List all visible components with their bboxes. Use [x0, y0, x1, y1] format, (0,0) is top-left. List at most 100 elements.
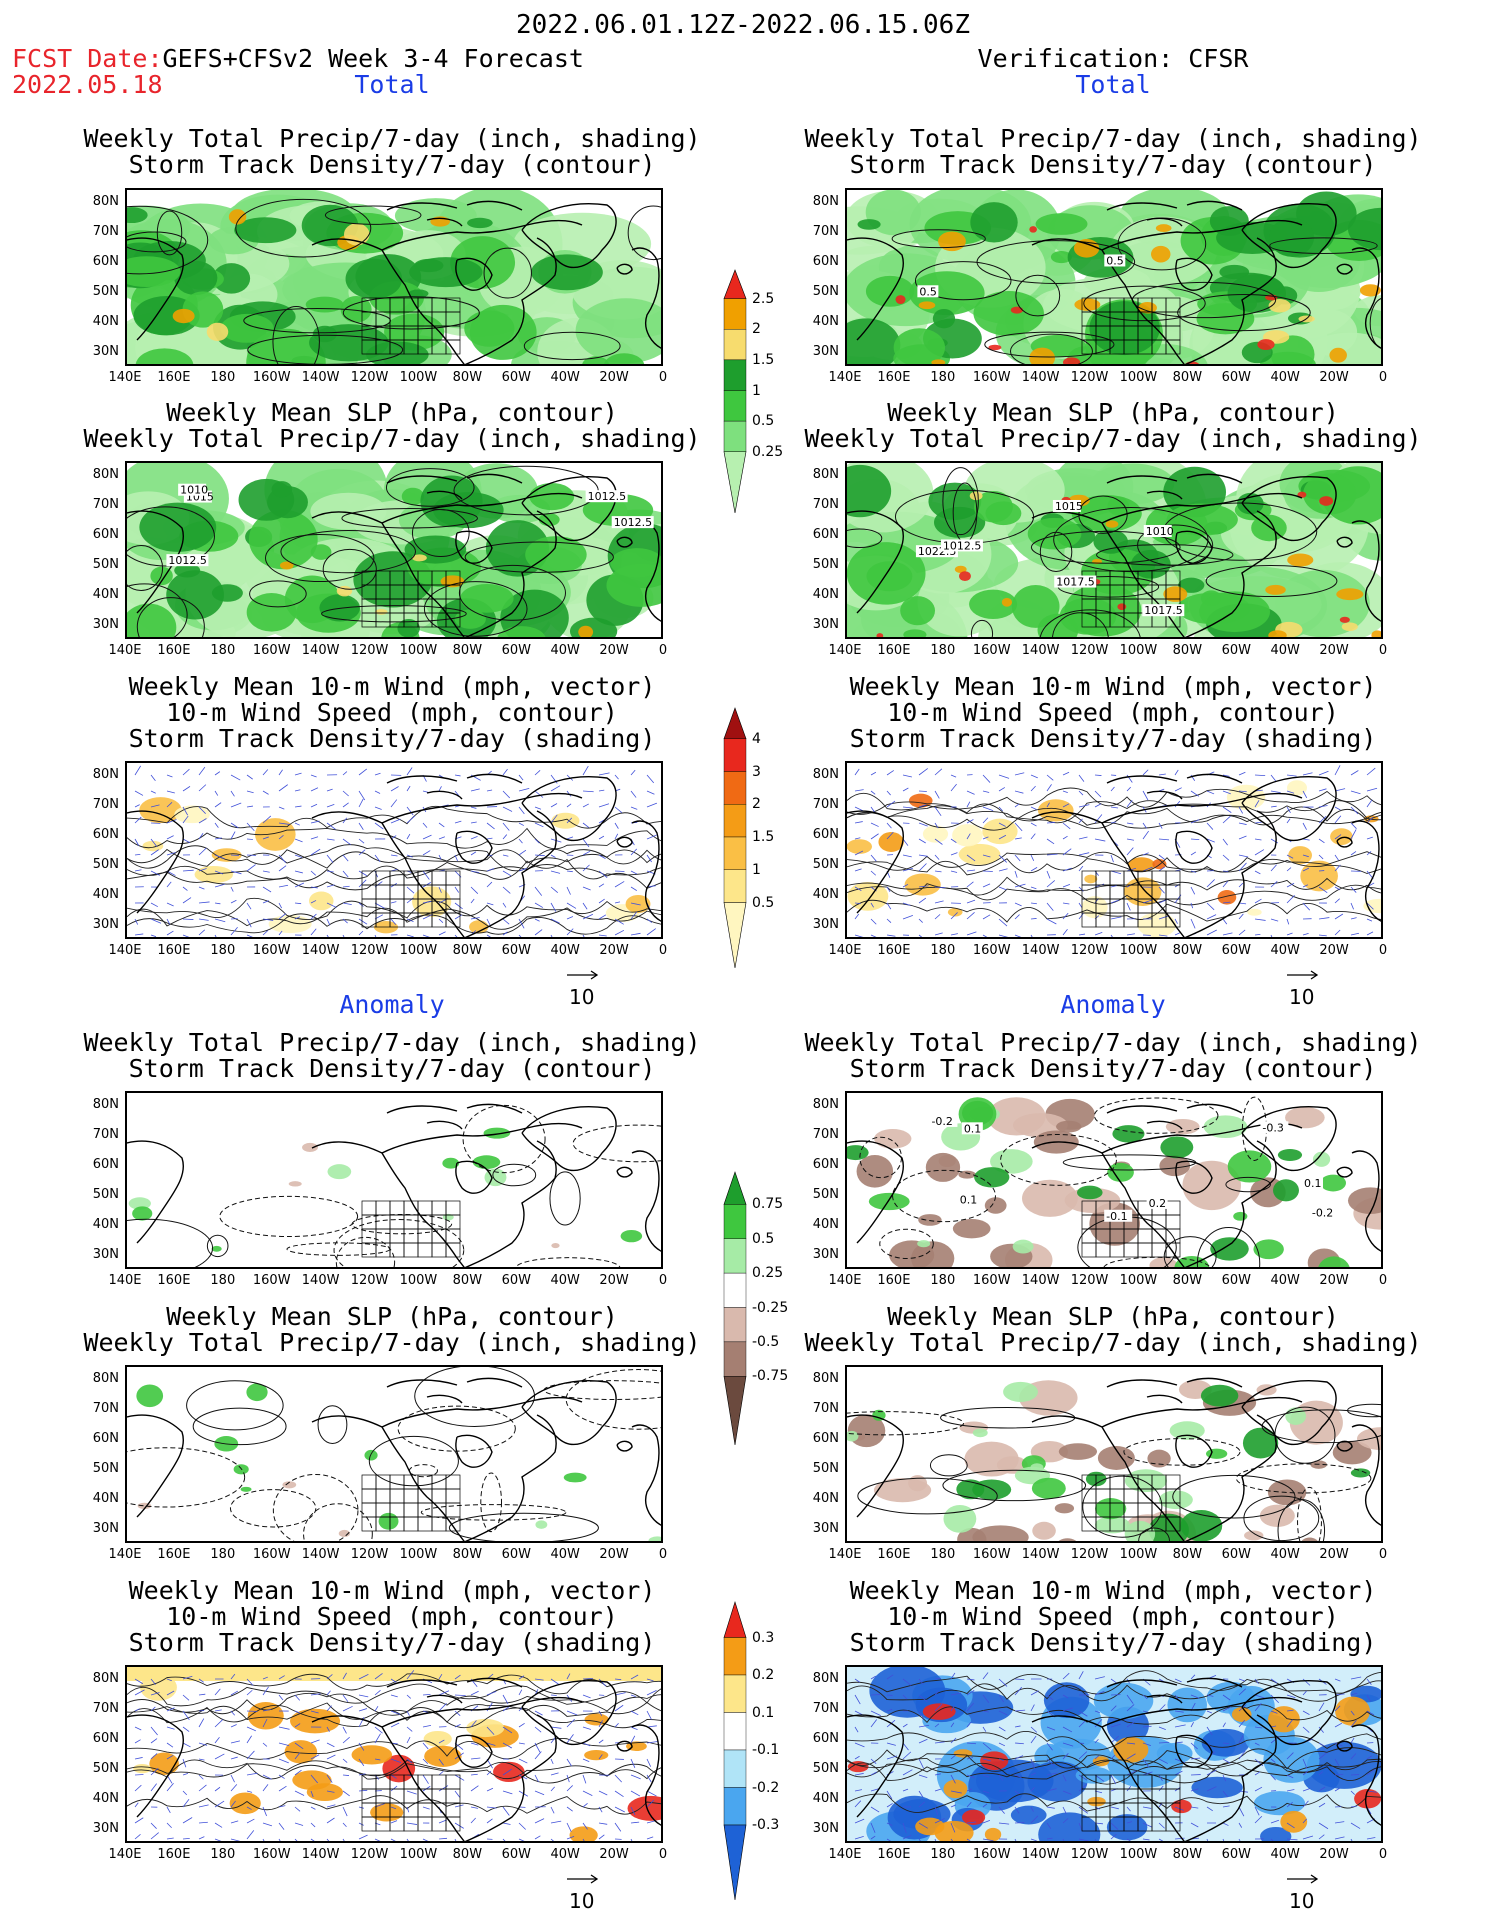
lat-tick-label: 70N [812, 1127, 839, 1142]
lon-tick-label: 180 [930, 1273, 956, 1288]
lat-tick-label: 50N [92, 1461, 119, 1476]
lon-tick-label: 120W [350, 1547, 389, 1562]
panel-title-line: Weekly Mean SLP (hPa, contour) [887, 398, 1339, 427]
fcst-model: GEFS+CFSv2 Week 3-4 Forecast [162, 44, 584, 73]
lon-tick-label: 160W [972, 1273, 1011, 1288]
lat-tick-label: 80N [92, 467, 119, 482]
lat-tick-label: 30N [92, 917, 119, 932]
lon-tick-label: 160W [252, 370, 291, 385]
lat-tick-label: 70N [92, 224, 119, 239]
panel-title-line: Weekly Mean SLP (hPa, contour) [166, 398, 618, 427]
lat-tick-label: 30N [92, 617, 119, 632]
lon-tick-label: 0 [1378, 370, 1388, 385]
map-total-wind-fcst [125, 761, 663, 939]
lat-tick-label: 30N [812, 1821, 839, 1836]
panel-title-line: Storm Track Density/7-day (shading) [849, 1628, 1377, 1657]
lat-tick-label: 30N [812, 617, 839, 632]
lon-tick-label: 40W [550, 1547, 580, 1562]
panel-title-line: Storm Track Density/7-day (shading) [128, 1628, 656, 1657]
vector-reference: 10 [1285, 1865, 1321, 1913]
lon-tick-label: 80W [452, 1273, 483, 1288]
lon-tick-label: 140E [108, 370, 142, 385]
contour-label: 1012.5 [943, 539, 982, 552]
lon-tick-label: 60W [1221, 943, 1251, 958]
lat-tick-label: 80N [812, 467, 839, 482]
lon-tick-label: 120W [1070, 943, 1109, 958]
map-anomaly-slp-fcst [125, 1365, 663, 1543]
lat-tick-label: 30N [812, 1247, 839, 1262]
panel-title: Weekly Total Precip/7-day (inch, shading… [804, 1030, 1421, 1082]
lon-tick-label: 60W [1221, 1273, 1251, 1288]
lon-tick-label: 20W [599, 1547, 629, 1562]
lat-tick-label: 30N [92, 1521, 119, 1536]
panel-title-line: Weekly Total Precip/7-day (inch, shading… [804, 1328, 1422, 1357]
lon-tick-label: 20W [1319, 1273, 1349, 1288]
lat-tick-label: 50N [812, 284, 839, 299]
lon-tick-label: 80W [1172, 1547, 1203, 1562]
lon-tick-label: 100W [399, 1847, 438, 1862]
lon-tick-label: 40W [550, 1273, 580, 1288]
lon-tick-label: 140W [301, 1547, 340, 1562]
colorbar-label: 4 [752, 730, 761, 747]
lon-tick-label: 80W [1172, 943, 1203, 958]
lon-tick-label: 80W [1172, 643, 1203, 658]
lon-tick-label: 140W [301, 1847, 340, 1862]
lon-tick-label: 160E [877, 1273, 911, 1288]
lat-tick-label: 40N [812, 1791, 839, 1806]
arrow-icon [567, 1874, 599, 1884]
lon-tick-label: 160E [157, 643, 191, 658]
lon-tick-label: 140W [301, 643, 340, 658]
section-anomaly-right: Anomaly [1060, 990, 1166, 1019]
lon-tick-label: 140E [828, 943, 862, 958]
lat-tick-label: 40N [92, 1217, 119, 1232]
section-anomaly-left: Anomaly [339, 990, 445, 1019]
lon-tick-label: 100W [399, 1273, 438, 1288]
panel-title-line: 10-m Wind Speed (mph, contour) [887, 1602, 1339, 1631]
colorbar-label: 0.3 [752, 1629, 775, 1646]
map-anomaly-wind-fcst [125, 1665, 663, 1843]
panel-title-line: Storm Track Density/7-day (contour) [849, 150, 1377, 179]
arrow-icon [567, 970, 599, 980]
map-total-slp-fcst: 1015 1010 1012.5 1012.5 1012.5 [125, 461, 663, 639]
lat-tick-label: 60N [812, 1157, 839, 1172]
colorbar-label: 2.5 [752, 290, 775, 307]
verification-label: Verification: CFSR [977, 44, 1249, 73]
panel-title-line: Weekly Mean 10-m Wind (mph, vector) [849, 1576, 1377, 1605]
lon-tick-label: 60W [1221, 643, 1251, 658]
lat-tick-label: 40N [812, 587, 839, 602]
vector-reference-label: 10 [569, 985, 595, 1009]
lat-tick-label: 60N [92, 527, 119, 542]
panel-title-line: Weekly Total Precip/7-day (inch, shading… [83, 124, 701, 153]
lon-tick-label: 160E [877, 1847, 911, 1862]
lon-tick-label: 40W [550, 943, 580, 958]
lon-tick-label: 100W [399, 1547, 438, 1562]
colorbar-label: -0.3 [752, 1817, 780, 1833]
lon-tick-label: 100W [1119, 1847, 1158, 1862]
panel-title-line: Weekly Mean 10-m Wind (mph, vector) [128, 1576, 656, 1605]
lon-tick-label: 80W [1172, 370, 1203, 385]
lat-tick-label: 30N [812, 917, 839, 932]
contour-label: 1017.5 [1056, 576, 1095, 589]
lon-tick-label: 120W [1070, 643, 1109, 658]
lon-tick-label: 180 [210, 1273, 236, 1288]
colorbar-label: 2 [752, 321, 761, 338]
lon-tick-label: 160W [972, 1547, 1011, 1562]
lat-tick-label: 40N [812, 887, 839, 902]
contour-label: -0.2 [931, 1115, 952, 1128]
vector-reference: 10 [565, 961, 601, 1009]
lat-tick-label: 60N [812, 1731, 839, 1746]
lon-tick-label: 180 [930, 943, 956, 958]
colorbar-label: 0.2 [752, 1667, 775, 1683]
lon-tick-label: 60W [1221, 1847, 1251, 1862]
lon-tick-label: 20W [599, 643, 629, 658]
lat-tick-label: 50N [812, 1761, 839, 1776]
panel-title-line: Weekly Mean SLP (hPa, contour) [887, 1302, 1339, 1331]
contour-label: 0.5 [919, 285, 937, 298]
lat-tick-label: 60N [812, 527, 839, 542]
lat-tick-label: 30N [92, 344, 119, 359]
panel-title: Weekly Mean 10-m Wind (mph, vector) 10-m … [850, 1578, 1377, 1656]
contour-label: 1012.5 [168, 554, 207, 567]
lon-tick-label: 140E [108, 643, 142, 658]
panel-title-line: Weekly Total Precip/7-day (inch, shading… [804, 1028, 1422, 1057]
lon-tick-label: 160W [252, 1273, 291, 1288]
